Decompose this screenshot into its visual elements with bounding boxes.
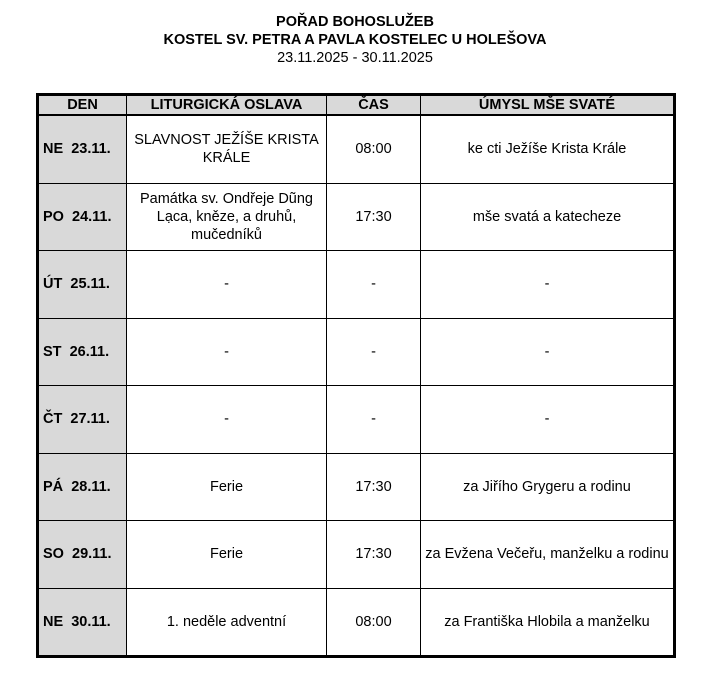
intention-cell: mše svatá a katecheze <box>420 182 675 251</box>
header-celebration: LITURGICKÁ OSLAVA <box>126 94 327 116</box>
celebration-cell: Ferie <box>126 520 327 589</box>
table-row: NE 23.11. SLAVNOST JEŽÍŠE KRISTA KRÁLE 08:… <box>37 114 675 184</box>
intention-cell: za Františka Hlobila a manželku <box>420 587 675 657</box>
day-cell: SO 29.11. <box>37 520 127 589</box>
schedule-table: DEN LITURGICKÁ OSLAVA ČAS ÚMYSL MŠE SVAT… <box>36 93 676 658</box>
document-header: POŘAD BOHOSLUŽEB KOSTEL SV. PETRA A PAVL… <box>0 13 702 67</box>
day-cell: PO 24.11. <box>37 182 127 251</box>
intention-cell: - <box>420 317 675 386</box>
celebration-cell: - <box>126 250 327 319</box>
time-cell: - <box>326 250 421 319</box>
day-cell: PÁ 28.11. <box>37 452 127 521</box>
table-row: ÚT 25.11. - - - <box>37 250 675 319</box>
time-cell: - <box>326 385 421 454</box>
celebration-cell: 1. neděle adventní <box>126 587 327 657</box>
celebration-cell: SLAVNOST JEŽÍŠE KRISTA KRÁLE <box>126 114 327 184</box>
table-row: SO 29.11. Ferie 17:30 za Evžena Večeřu, man… <box>37 520 675 589</box>
time-cell: 17:30 <box>326 520 421 589</box>
celebration-cell: Památka sv. Ondřeje Dũng Lạca, kněze, a … <box>126 182 327 251</box>
subtitle: KOSTEL SV. PETRA A PAVLA KOSTELEC U HOLE… <box>163 32 547 48</box>
time-cell: 08:00 <box>326 587 421 657</box>
day-cell: ST 26.11. <box>37 317 127 386</box>
time-cell: 17:30 <box>326 452 421 521</box>
celebration-cell: - <box>126 317 327 386</box>
celebration-cell: Ferie <box>126 452 327 521</box>
time-cell: 08:00 <box>326 114 421 184</box>
table-row: NE 30.11. 1. neděle adventní 08:00 za Frant… <box>37 587 675 657</box>
intention-cell: za Evžena Večeřu, manželku a rodinu <box>420 520 675 589</box>
header-row: DEN LITURGICKÁ OSLAVA ČAS ÚMYSL MŠE SVAT… <box>37 94 675 116</box>
day-cell: NE 30.11. <box>37 587 127 657</box>
day-cell: NE 23.11. <box>37 114 127 184</box>
title: POŘAD BOHOSLUŽEB <box>276 14 434 30</box>
celebration-cell: - <box>126 385 327 454</box>
intention-cell: za Jiřího Grygeru a rodinu <box>420 452 675 521</box>
day-cell: ÚT 25.11. <box>37 250 127 319</box>
intention-cell: ke cti Ježíše Krista Krále <box>420 114 675 184</box>
table-row: ČT 27.11. - - - <box>37 385 675 454</box>
table-row: ST 26.11. - - - <box>37 317 675 386</box>
intention-cell: - <box>420 250 675 319</box>
day-cell: ČT 27.11. <box>37 385 127 454</box>
header-time: ČAS <box>326 94 421 116</box>
date-range: 23.11.2025 - 30.11.2025 <box>277 50 433 66</box>
intention-cell: - <box>420 385 675 454</box>
time-cell: - <box>326 317 421 386</box>
table-row: PÁ 28.11. Ferie 17:30 za Jiřího Grygeru a r… <box>37 452 675 521</box>
header-intention: ÚMYSL MŠE SVATÉ <box>420 94 675 116</box>
time-cell: 17:30 <box>326 182 421 251</box>
header-day: DEN <box>37 94 127 116</box>
table-row: PO 24.11. Památka sv. Ondřeje Dũng Lạca, … <box>37 182 675 251</box>
